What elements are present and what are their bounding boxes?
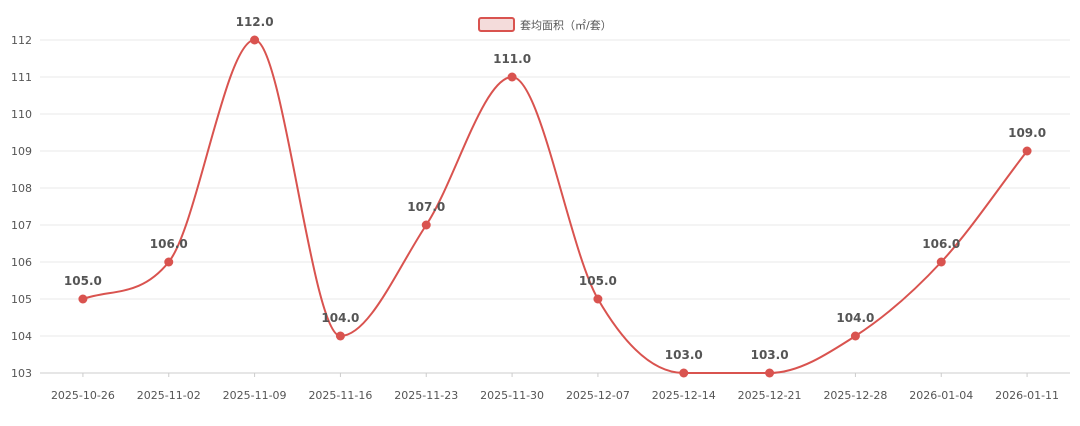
data-label: 109.0 xyxy=(1008,126,1046,140)
x-tick-label: 2026-01-11 xyxy=(995,389,1059,402)
y-tick-label: 104 xyxy=(11,330,32,343)
data-label: 103.0 xyxy=(665,348,703,362)
x-tick-label: 2025-11-30 xyxy=(480,389,544,402)
y-tick-label: 103 xyxy=(11,367,32,380)
y-axis: 103 104 105 106 107 108 109 110 111 112 xyxy=(11,34,32,380)
data-point xyxy=(78,294,88,304)
y-tick-label: 106 xyxy=(11,256,32,269)
data-point xyxy=(936,257,946,267)
data-label: 111.0 xyxy=(493,52,531,66)
data-label: 106.0 xyxy=(150,237,188,251)
data-point xyxy=(1022,146,1032,156)
x-tick-label: 2025-11-16 xyxy=(308,389,372,402)
data-point xyxy=(421,220,431,230)
data-label: 104.0 xyxy=(836,311,874,325)
data-label: 105.0 xyxy=(579,274,617,288)
data-point xyxy=(335,331,345,341)
x-tick-label: 2025-12-28 xyxy=(823,389,887,402)
series-line-path xyxy=(82,38,1028,375)
data-point xyxy=(164,257,174,267)
data-label: 103.0 xyxy=(751,348,789,362)
data-label: 105.0 xyxy=(64,274,102,288)
data-label: 107.0 xyxy=(407,200,445,214)
legend-swatch xyxy=(478,17,515,32)
data-label: 112.0 xyxy=(236,15,274,29)
data-labels: 105.0 106.0 112.0 104.0 107.0 111.0 105.0 103.0… xyxy=(64,15,1046,362)
series-line xyxy=(82,38,1028,375)
legend[interactable]: 套均面积（㎡/套） xyxy=(478,17,612,32)
y-tick-label: 105 xyxy=(11,293,32,306)
data-point xyxy=(850,331,860,341)
y-tick-label: 108 xyxy=(11,182,32,195)
x-tick-label: 2025-12-07 xyxy=(566,389,630,402)
x-tick-label: 2025-10-26 xyxy=(51,389,115,402)
data-points xyxy=(78,35,1032,378)
y-tick-label: 107 xyxy=(11,219,32,232)
data-point xyxy=(765,368,775,378)
data-label: 106.0 xyxy=(922,237,960,251)
x-tick-label: 2025-12-14 xyxy=(652,389,716,402)
x-tick-label: 2026-01-04 xyxy=(909,389,973,402)
y-tick-label: 109 xyxy=(11,145,32,158)
x-tick-label: 2025-11-02 xyxy=(137,389,201,402)
x-tick-label: 2025-11-09 xyxy=(223,389,287,402)
y-tick-label: 112 xyxy=(11,34,32,47)
y-tick-label: 110 xyxy=(11,108,32,121)
data-label: 104.0 xyxy=(321,311,359,325)
data-point xyxy=(593,294,603,304)
y-tick-label: 111 xyxy=(11,71,32,84)
legend-label: 套均面积（㎡/套） xyxy=(520,19,612,32)
x-tick-label: 2025-12-21 xyxy=(738,389,802,402)
x-axis: 2025-10-26 2025-11-02 2025-11-09 2025-11-16… xyxy=(40,372,1070,402)
data-point xyxy=(507,72,517,82)
data-point xyxy=(250,35,260,45)
data-point xyxy=(679,368,689,378)
gridlines xyxy=(40,39,1070,374)
x-tick-label: 2025-11-23 xyxy=(394,389,458,402)
